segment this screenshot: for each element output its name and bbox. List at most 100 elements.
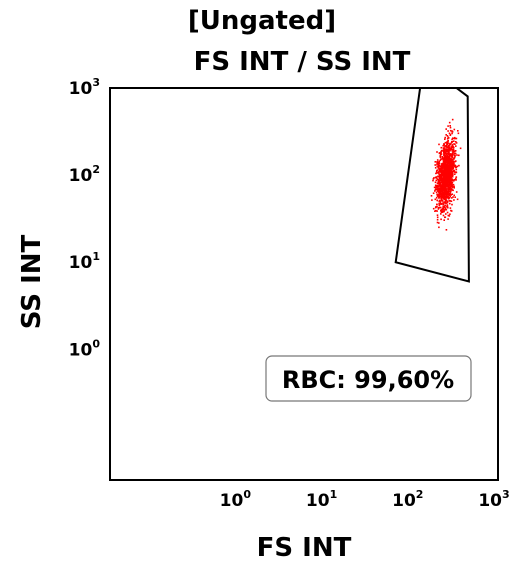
data-point xyxy=(444,158,446,161)
data-point xyxy=(448,144,451,146)
data-point xyxy=(435,206,437,208)
data-point xyxy=(442,147,445,149)
data-point xyxy=(443,194,445,196)
data-point xyxy=(446,201,449,203)
data-point xyxy=(436,210,438,212)
data-point xyxy=(450,155,453,158)
data-point xyxy=(455,137,458,140)
data-point xyxy=(438,152,441,154)
data-point xyxy=(446,211,449,214)
data-point xyxy=(451,176,454,178)
data-point xyxy=(443,152,446,154)
data-point xyxy=(445,190,448,192)
data-point xyxy=(443,153,445,155)
data-point xyxy=(439,203,442,205)
data-point xyxy=(439,179,442,182)
data-point xyxy=(447,190,449,193)
data-point xyxy=(439,189,442,192)
data-point xyxy=(432,192,435,194)
data-point xyxy=(441,167,444,170)
data-point xyxy=(443,196,445,198)
data-point xyxy=(449,168,451,171)
data-point xyxy=(447,206,449,209)
data-point xyxy=(436,172,438,174)
data-point xyxy=(436,203,438,206)
data-point xyxy=(439,175,442,177)
data-point xyxy=(444,138,446,140)
data-point xyxy=(446,150,448,152)
data-point xyxy=(454,143,456,145)
data-point xyxy=(451,150,454,152)
data-point xyxy=(436,151,438,153)
data-point xyxy=(438,143,440,146)
data-point xyxy=(455,177,457,180)
data-point xyxy=(438,204,441,207)
data-point xyxy=(438,184,441,186)
data-point xyxy=(452,158,454,160)
data-point xyxy=(438,160,440,163)
data-point xyxy=(450,173,452,175)
data-point xyxy=(442,162,444,165)
data-point xyxy=(448,156,450,159)
data-point xyxy=(444,136,446,139)
data-point xyxy=(448,167,451,170)
data-point xyxy=(441,172,443,175)
data-point xyxy=(435,209,437,212)
data-point xyxy=(447,174,449,177)
data-point xyxy=(444,192,447,194)
data-point xyxy=(449,213,451,215)
data-point xyxy=(445,180,448,183)
data-point xyxy=(431,199,433,201)
data-point xyxy=(436,184,438,187)
data-point xyxy=(444,198,447,200)
data-point xyxy=(454,164,456,167)
data-point xyxy=(441,194,443,196)
data-point xyxy=(445,196,447,199)
data-point xyxy=(446,178,449,180)
data-point xyxy=(438,180,441,182)
data-point xyxy=(452,170,455,172)
data-point xyxy=(445,188,447,190)
data-point xyxy=(448,172,451,175)
data-point xyxy=(436,169,439,171)
data-point xyxy=(446,155,448,158)
data-point xyxy=(452,167,454,169)
data-point xyxy=(448,169,450,172)
data-point xyxy=(445,145,447,147)
data-point xyxy=(446,185,448,188)
data-point xyxy=(455,191,458,193)
data-point xyxy=(447,170,450,173)
data-point xyxy=(447,188,450,191)
data-point xyxy=(446,204,449,206)
data-point xyxy=(445,134,447,136)
data-point xyxy=(451,183,453,186)
data-point xyxy=(446,159,448,162)
gate-label: RBC: 99,60% xyxy=(282,366,454,394)
data-point xyxy=(444,200,446,203)
data-point xyxy=(436,186,438,188)
data-point xyxy=(458,154,460,157)
data-point xyxy=(447,146,450,149)
data-point xyxy=(435,191,438,194)
data-point xyxy=(442,201,444,203)
data-point xyxy=(439,181,441,184)
data-point xyxy=(447,140,449,142)
data-point xyxy=(451,141,453,143)
data-point xyxy=(446,148,449,151)
data-point xyxy=(453,128,456,131)
data-point xyxy=(450,163,452,165)
data-point xyxy=(439,173,442,175)
data-point xyxy=(450,167,453,170)
data-point xyxy=(452,148,455,150)
data-point xyxy=(432,179,434,182)
data-point xyxy=(432,207,435,210)
data-point xyxy=(435,177,438,179)
data-point xyxy=(447,214,450,217)
data-point xyxy=(452,162,455,164)
data-point xyxy=(439,169,441,171)
data-point xyxy=(442,187,445,190)
data-point xyxy=(443,179,445,182)
x-tick-label: 103 xyxy=(478,488,509,511)
data-point xyxy=(449,202,451,205)
x-tick-label: 100 xyxy=(220,488,252,511)
